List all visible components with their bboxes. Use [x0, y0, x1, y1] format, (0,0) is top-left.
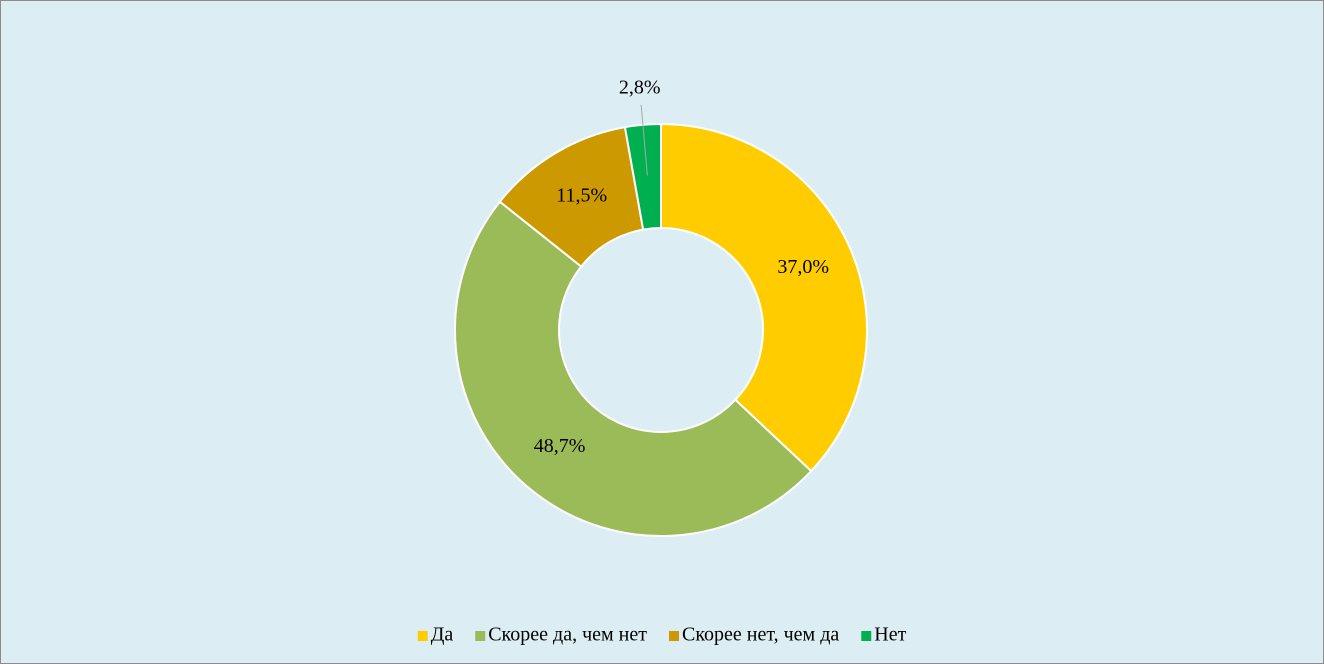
- legend-swatch: [475, 631, 486, 641]
- data-label: 48,7%: [534, 435, 586, 457]
- data-label: 11,5%: [556, 184, 607, 206]
- donut-segment: [660, 122, 868, 473]
- data-label: 37,0%: [777, 256, 829, 278]
- legend-label: Скорее да, чем нет: [488, 624, 647, 646]
- legend-swatch: [417, 631, 428, 641]
- legend-label: Да: [431, 624, 454, 646]
- legend-label: Скорее нет, чем да: [682, 624, 839, 646]
- legend-swatch: [861, 631, 872, 641]
- donut-segment: [623, 122, 662, 231]
- data-label: 2,8%: [619, 77, 661, 99]
- legend-label: Нет: [874, 624, 906, 646]
- leader-line: [640, 104, 648, 176]
- legend-swatch: [668, 631, 679, 641]
- donut-segment: [454, 200, 813, 537]
